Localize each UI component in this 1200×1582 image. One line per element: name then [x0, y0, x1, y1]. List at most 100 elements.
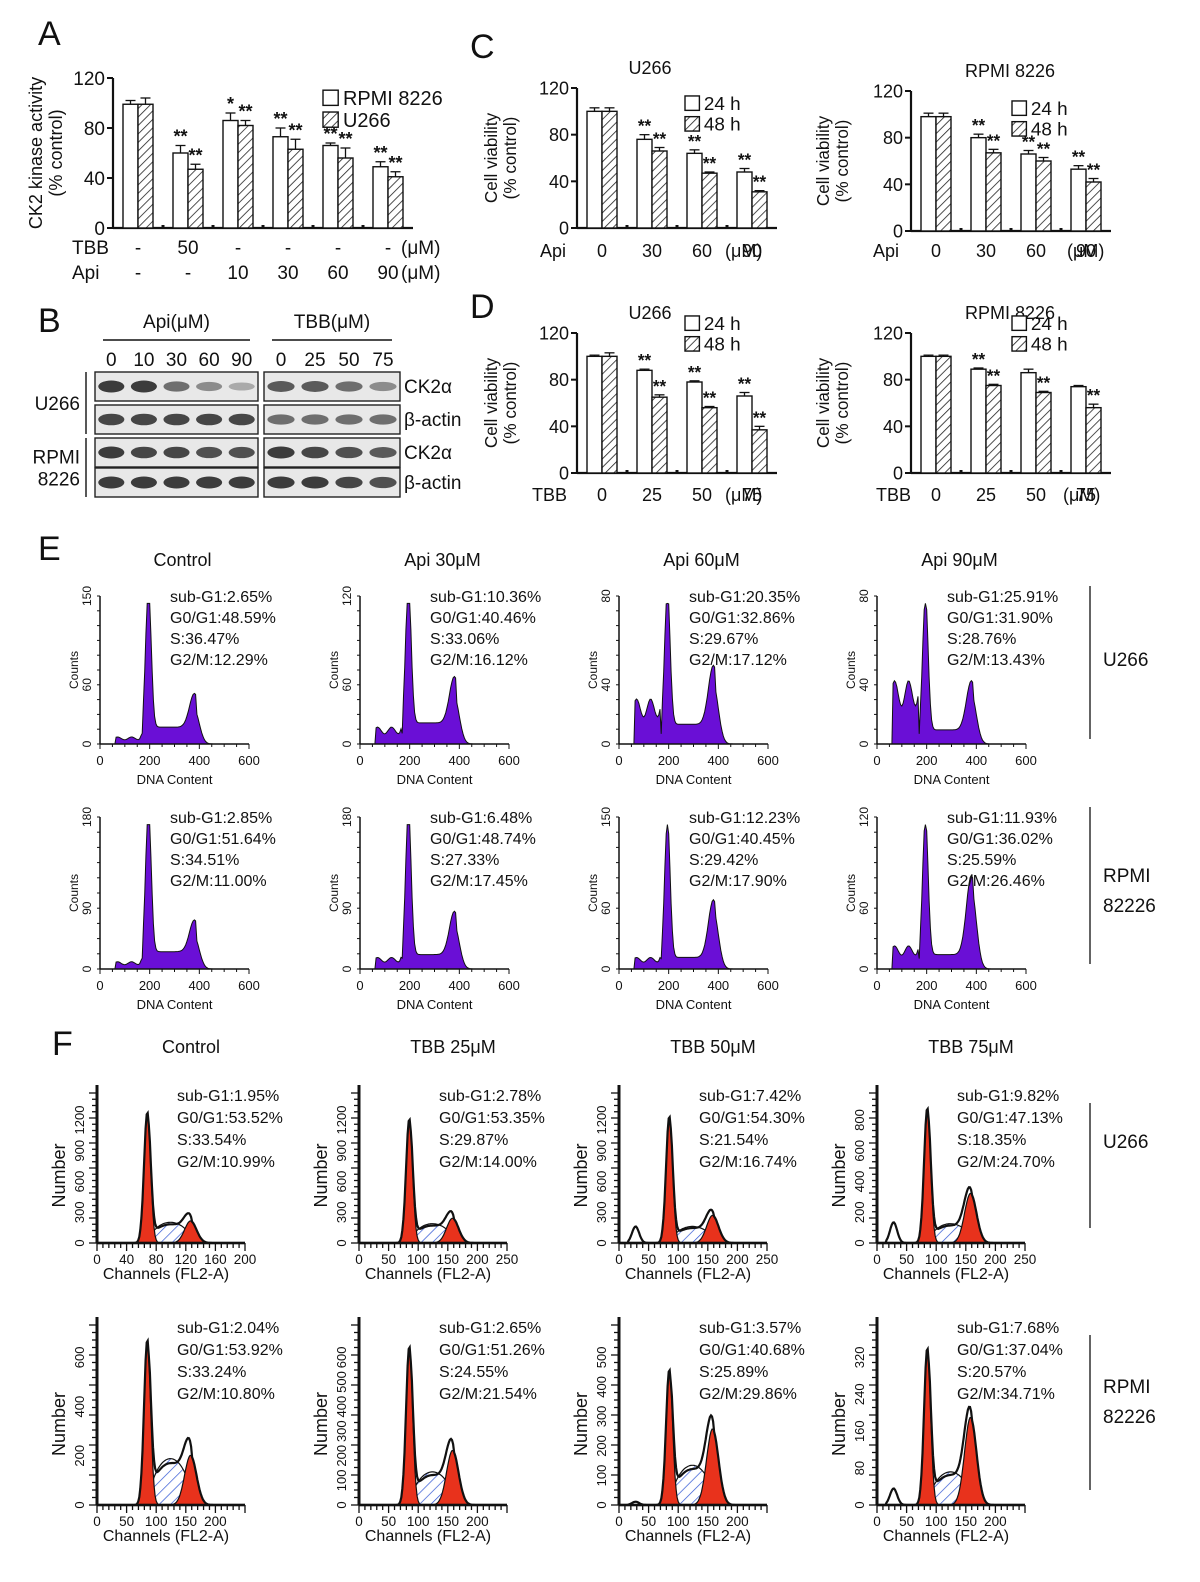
- x-tick-label: 0: [873, 1252, 881, 1267]
- x-tick-label: 40: [119, 1252, 134, 1267]
- blot-lane-label: 50: [338, 350, 359, 371]
- x-tick-label: 200: [916, 753, 938, 768]
- cell-cycle-stat: S:33.54%: [177, 1132, 246, 1149]
- histogram-title: TBB 75μM: [928, 1037, 1013, 1057]
- blot-band: [98, 446, 125, 459]
- bar: [970, 136, 987, 232]
- bar: [1085, 181, 1102, 232]
- bar: [636, 369, 653, 474]
- y-tick-label: 0: [72, 1501, 87, 1508]
- bar: [651, 150, 668, 229]
- y-tick-label: 80: [549, 125, 569, 145]
- row-label: TBB: [876, 485, 911, 505]
- y-axis-label: Counts: [586, 874, 600, 912]
- cell-cycle-stat: S:20.57%: [957, 1364, 1026, 1381]
- bar: [137, 103, 154, 229]
- bar: [736, 171, 753, 229]
- y-tick-label: 0: [559, 463, 569, 483]
- cell-cycle-stat: G0/G1:53.92%: [177, 1342, 283, 1359]
- x-axis-label: DNA Content: [656, 772, 732, 787]
- y-axis-label: Counts: [844, 651, 858, 689]
- bar: [651, 396, 668, 474]
- x-tick-label: 150: [955, 1514, 978, 1529]
- y-tick-label: 600: [334, 1171, 349, 1193]
- y-axis-label: Counts: [586, 651, 600, 689]
- cell-cycle-stat: S:34.51%: [170, 852, 239, 869]
- y-tick-label: 0: [80, 740, 94, 747]
- y-tick-label: 1200: [72, 1106, 87, 1135]
- significance-marker: **: [1037, 140, 1051, 159]
- cell-cycle-stat: G0/G1:36.02%: [947, 831, 1053, 848]
- blot-band: [369, 414, 397, 425]
- y-axis-label: Cell viability: [814, 115, 833, 206]
- unit-label: (μM): [401, 238, 440, 259]
- cell-cycle-stat: S:27.33%: [430, 852, 499, 869]
- cell-cycle-stat: S:25.89%: [699, 1364, 768, 1381]
- unit-label: (μM): [401, 263, 440, 284]
- cell-cycle-stat: G2/M:29.86%: [699, 1386, 797, 1403]
- significance-marker: **: [173, 127, 187, 147]
- blot-lane-label: 60: [199, 350, 220, 371]
- blot-lane-label: 0: [106, 350, 117, 371]
- blot-band: [130, 476, 157, 489]
- histogram-panel: Api 60μM 0 200 400 600 DNA Content 0 40 80 Counts…: [586, 550, 800, 787]
- x-axis-label: DNA Content: [914, 772, 990, 787]
- panel-letter-c: C: [470, 28, 495, 66]
- x-tick-label: 400: [707, 978, 729, 993]
- row-label: Api: [540, 241, 566, 261]
- y-tick-label: 80: [883, 370, 903, 390]
- x-tick-label: 30: [976, 241, 996, 261]
- cell-cycle-stat: G2/M:13.43%: [947, 652, 1045, 669]
- x-tick-label: 10: [227, 263, 248, 284]
- blot-band: [130, 380, 157, 393]
- x-tick-label: 50: [1026, 485, 1046, 505]
- significance-marker: **: [753, 408, 767, 427]
- y-tick-label: 180: [340, 807, 354, 827]
- x-tick-label: 90: [742, 241, 762, 261]
- x-tick: [625, 225, 629, 228]
- x-axis-label: Channels (FL2-A): [103, 1528, 229, 1545]
- legend-label: U266: [343, 110, 391, 132]
- cell-cycle-stat: S:18.35%: [957, 1132, 1026, 1149]
- x-tick: [675, 470, 679, 473]
- cell-cycle-stat: G2/M:34.71%: [957, 1386, 1055, 1403]
- bar: [1085, 406, 1102, 474]
- x-tick-label: 200: [139, 753, 161, 768]
- x-tick: [1009, 228, 1013, 231]
- x-tick-label: 200: [139, 978, 161, 993]
- blot-band: [369, 447, 397, 458]
- cell-cycle-stat: G2/M:17.12%: [689, 652, 787, 669]
- cell-cycle-stat: G0/G1:31.90%: [947, 610, 1053, 627]
- cell-cycle-stat: G0/G1:51.64%: [170, 831, 276, 848]
- significance-marker: **: [653, 377, 667, 396]
- significance-marker: **: [323, 124, 337, 144]
- cell-cycle-stat: G2/M:16.74%: [699, 1154, 797, 1171]
- histogram-title: Api 60μM: [663, 550, 739, 570]
- x-tick-label: 200: [984, 1252, 1007, 1267]
- y-tick-label: 1200: [594, 1106, 609, 1135]
- y-axis-label: Counts: [67, 874, 81, 912]
- blot-band: [267, 381, 295, 392]
- blot-band: [163, 381, 190, 392]
- x-tick-label: 400: [188, 978, 210, 993]
- x-axis-label: Channels (FL2-A): [365, 1266, 491, 1283]
- significance-marker: **: [288, 120, 302, 140]
- y-tick-label: 0: [80, 965, 94, 972]
- x-tick-label: 50: [381, 1514, 396, 1529]
- significance-marker: **: [1022, 133, 1036, 152]
- x-tick-label: 0: [355, 1252, 363, 1267]
- x-tick-label: 75: [1076, 485, 1096, 505]
- x-tick-label: 0: [93, 1514, 101, 1529]
- y-tick-label: 90: [340, 901, 354, 915]
- y-axis-label: (% control): [501, 362, 520, 445]
- x-tick-label: 50: [177, 238, 198, 259]
- blot-band: [228, 413, 255, 426]
- x-tick-label: 0: [93, 1252, 101, 1267]
- panel-letter-a: A: [38, 15, 61, 53]
- y-tick-label: 400: [334, 1396, 349, 1418]
